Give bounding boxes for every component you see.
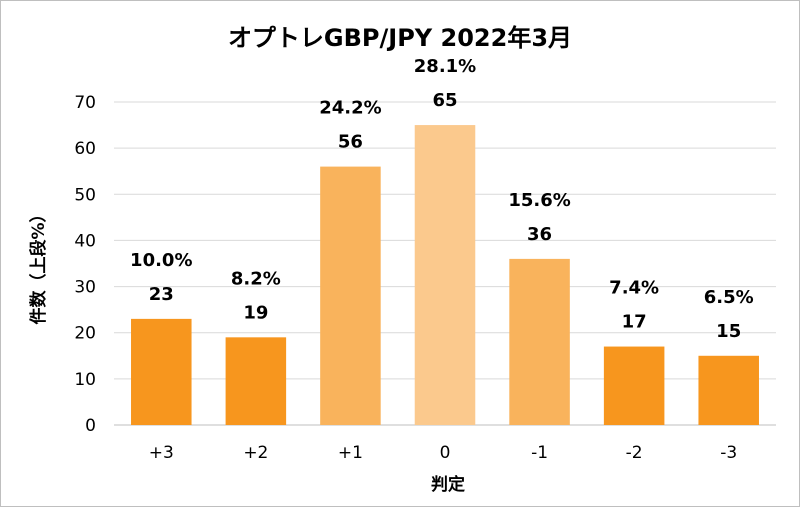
x-axis-ticks: +3 +2 +1 0 -1 -2 -3 [149,443,737,463]
x-tick-label: -2 [626,443,643,463]
data-label-percent: 10.0% [130,250,192,271]
x-tick-label: +1 [338,443,363,463]
data-label-percent: 7.4% [609,278,659,299]
data-label-count: 36 [527,224,552,245]
y-tick-label: 50 [74,185,96,205]
data-label-percent: 6.5% [704,287,754,308]
y-axis-ticks: 0 10 20 30 40 50 60 70 [74,93,96,436]
data-labels: 23 10.0% 19 8.2% 56 24.2% 65 28.1% 36 15.6% 17 7.4%… [130,56,754,342]
y-tick-label: 60 [74,139,96,159]
bar [698,355,759,425]
x-tick-label: -3 [720,443,737,463]
data-label-count: 19 [243,302,268,323]
x-axis-title: 判定 [431,474,465,495]
data-label-count: 56 [338,132,363,153]
y-axis-title: 件数（上段%） [28,205,49,324]
x-tick-label: 0 [440,443,451,463]
data-label-percent: 28.1% [414,56,476,77]
y-tick-label: 40 [74,231,96,251]
x-tick-label: +2 [243,443,268,463]
bar [225,337,287,425]
y-tick-label: 20 [74,324,96,344]
bar [131,318,192,425]
data-label-percent: 8.2% [231,268,281,289]
y-tick-label: 30 [74,278,96,298]
bar [603,346,665,425]
data-label-percent: 24.2% [319,98,381,119]
data-label-count: 23 [149,284,174,305]
y-tick-label: 10 [74,370,96,390]
data-label-count: 65 [432,90,457,111]
x-tick-label: +3 [149,443,174,463]
data-label-count: 15 [716,321,741,342]
y-tick-label: 0 [85,416,96,436]
bar [414,125,476,426]
chart-title: オプトレGBP/JPY 2022年3月 [227,24,573,52]
bar [320,166,381,425]
data-label-percent: 15.6% [508,190,570,211]
bar [509,258,570,425]
data-label-count: 17 [622,312,647,333]
x-tick-label: -1 [531,443,548,463]
y-tick-label: 70 [74,93,96,113]
bars [131,125,759,426]
